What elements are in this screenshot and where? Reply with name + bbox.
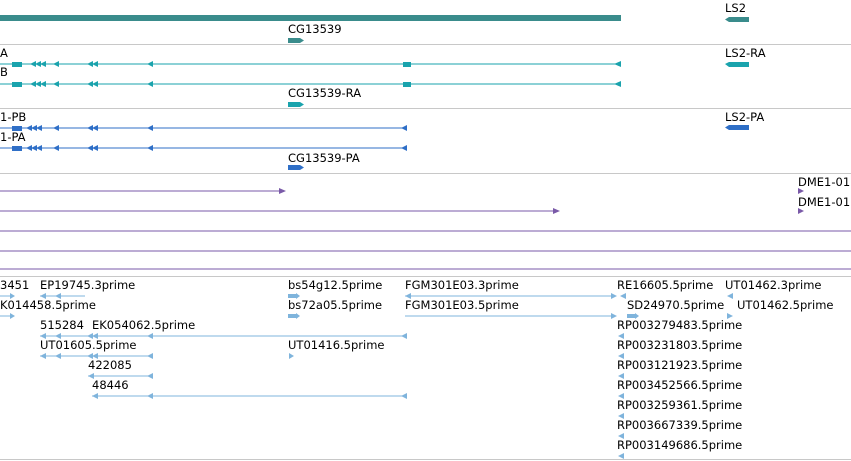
protein-label-ls2-pa[interactable]: LS2-PA (725, 110, 765, 124)
mrna-label[interactable]: B (0, 65, 8, 79)
est-label[interactable]: 48446 (92, 378, 129, 392)
est-label[interactable]: 3451 (0, 278, 30, 292)
est-label[interactable]: FGM301E03.5prime (405, 298, 519, 312)
mrna-track (0, 61, 749, 107)
est-label[interactable]: 422085 (88, 358, 132, 372)
est-label[interactable]: EK054062.5prime (92, 318, 196, 332)
insertion-label[interactable]: DME1-01 (798, 175, 851, 189)
gene-feature[interactable] (0, 15, 621, 21)
est-label[interactable]: RP003231803.5prime (617, 338, 743, 352)
est-label[interactable]: UT01462.3prime (725, 278, 822, 292)
est-label[interactable]: RP003452566.5prime (617, 378, 743, 392)
est-label[interactable]: SD24970.5prime (627, 298, 725, 312)
protein-label[interactable]: 1-PB (0, 110, 27, 124)
est-label[interactable]: K014458.5prime (0, 298, 96, 312)
insertion-track (0, 188, 851, 270)
mrna-label-cg13539-ra[interactable]: CG13539-RA (288, 86, 362, 100)
gene-label-cg13539[interactable]: CG13539 (288, 22, 342, 36)
track-separator (0, 108, 851, 109)
est-label[interactable]: UT01605.5prime (40, 338, 137, 352)
est-label[interactable]: FGM301E03.3prime (405, 278, 519, 292)
track-separator (0, 44, 851, 45)
est-label[interactable]: UT01416.5prime (288, 338, 385, 352)
est-label[interactable]: RP003259361.5prime (617, 398, 743, 412)
est-label[interactable]: bs72a05.5prime (288, 298, 383, 312)
est-label[interactable]: RP003149686.5prime (617, 438, 743, 452)
est-label[interactable]: bs54g12.5prime (288, 278, 383, 292)
est-label[interactable]: 515284 (40, 318, 84, 332)
est-label[interactable]: EP19745.3prime (40, 278, 136, 292)
gene-label-ls2[interactable]: LS2 (725, 1, 747, 15)
protein-track (0, 125, 749, 170)
protein-label[interactable]: 1-PA (0, 130, 26, 144)
est-track (0, 293, 733, 459)
est-label[interactable]: RP003667339.5prime (617, 418, 743, 432)
protein-label-cg13539-pa[interactable]: CG13539-PA (288, 151, 360, 165)
direction-arrow-icon (725, 17, 729, 22)
track-separator (0, 173, 851, 174)
mrna-label-ls2-ra[interactable]: LS2-RA (725, 46, 766, 60)
direction-arrow-icon (300, 38, 304, 43)
mrna-label[interactable]: A (0, 46, 8, 60)
est-label[interactable]: UT01462.5prime (737, 298, 834, 312)
est-label[interactable]: RP003279483.5prime (617, 318, 743, 332)
est-label[interactable]: RE16605.5prime (617, 278, 714, 292)
gene-track (0, 15, 749, 43)
est-label[interactable]: RP003121923.5prime (617, 358, 743, 372)
track-separator (0, 276, 851, 277)
track-separator (0, 459, 851, 460)
insertion-label[interactable]: DME1-01 (798, 195, 851, 209)
gene-feature-cg13539[interactable] (288, 38, 300, 43)
gene-feature-ls2[interactable] (729, 17, 749, 22)
